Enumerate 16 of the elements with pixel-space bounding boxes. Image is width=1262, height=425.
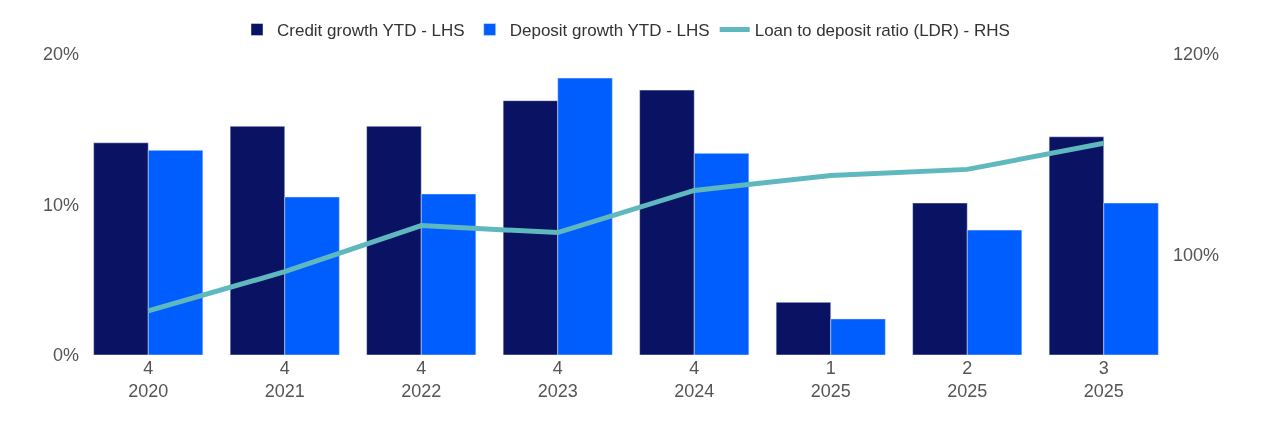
x-tick-label: 3 2025 — [1083, 358, 1124, 402]
x-tick-label: 4 2020 — [128, 358, 169, 402]
legend-label: Credit growth YTD - LHS — [277, 21, 465, 41]
y-tick-label: 20% — [42, 44, 79, 65]
x-tick-label: 4 2021 — [264, 358, 305, 402]
x-tick-label: 4 2024 — [674, 358, 715, 402]
x-tick-label: 4 2022 — [401, 358, 442, 402]
y-tick-label: 10% — [42, 194, 79, 215]
legend-label: Loan to deposit ratio (LDR) - RHS — [754, 21, 1010, 41]
x-tick-label: 2 2025 — [947, 358, 988, 402]
y2-tick-label: 120% — [1173, 44, 1220, 65]
x-tick-label: 4 2023 — [537, 358, 578, 402]
legend-label: Deposit growth YTD - LHS — [509, 21, 710, 41]
y-tick-label: 0% — [52, 345, 79, 366]
x-tick-label: 1 2025 — [810, 358, 851, 402]
y2-tick-label: 100% — [1173, 244, 1220, 265]
